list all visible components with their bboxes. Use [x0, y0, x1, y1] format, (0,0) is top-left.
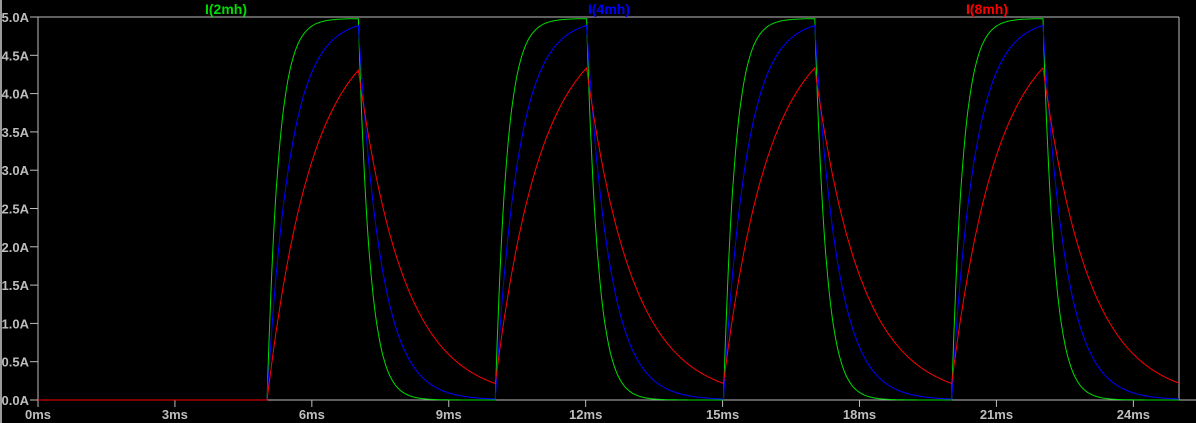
y-tick-label: 3.5A: [2, 125, 30, 140]
y-tick-label: 0.5A: [2, 355, 30, 370]
x-tick-label: 6ms: [299, 407, 325, 422]
y-tick-label: 0.0A: [2, 393, 30, 408]
x-tick-label: 3ms: [162, 407, 188, 422]
x-tick-label: 18ms: [843, 407, 876, 422]
x-tick-label: 12ms: [569, 407, 602, 422]
y-tick-label: 1.0A: [2, 316, 30, 331]
trace-label-I8mh[interactable]: I(8mh): [966, 1, 1008, 17]
y-tick-label: 1.5A: [2, 278, 30, 293]
y-tick-label: 3.0A: [2, 163, 30, 178]
trace-I8mh: [38, 66, 1180, 401]
window-left-edge: [0, 0, 2, 423]
x-tick-label: 15ms: [706, 407, 739, 422]
trace-label-I2mh[interactable]: I(2mh): [205, 1, 247, 17]
x-tick-label: 24ms: [1117, 407, 1150, 422]
y-tick-label: 2.0A: [2, 240, 30, 255]
trace-I2mh: [38, 18, 1179, 401]
x-tick-label: 21ms: [980, 407, 1013, 422]
trace-label-I4mh[interactable]: I(4mh): [588, 1, 630, 17]
y-tick-label: 4.5A: [2, 48, 30, 63]
y-tick-label: 2.5A: [2, 202, 30, 217]
y-tick-label: 4.0A: [2, 87, 30, 102]
x-tick-label: 0ms: [25, 407, 51, 422]
x-tick-label: 9ms: [436, 407, 462, 422]
y-tick-label: 5.0A: [2, 10, 30, 25]
